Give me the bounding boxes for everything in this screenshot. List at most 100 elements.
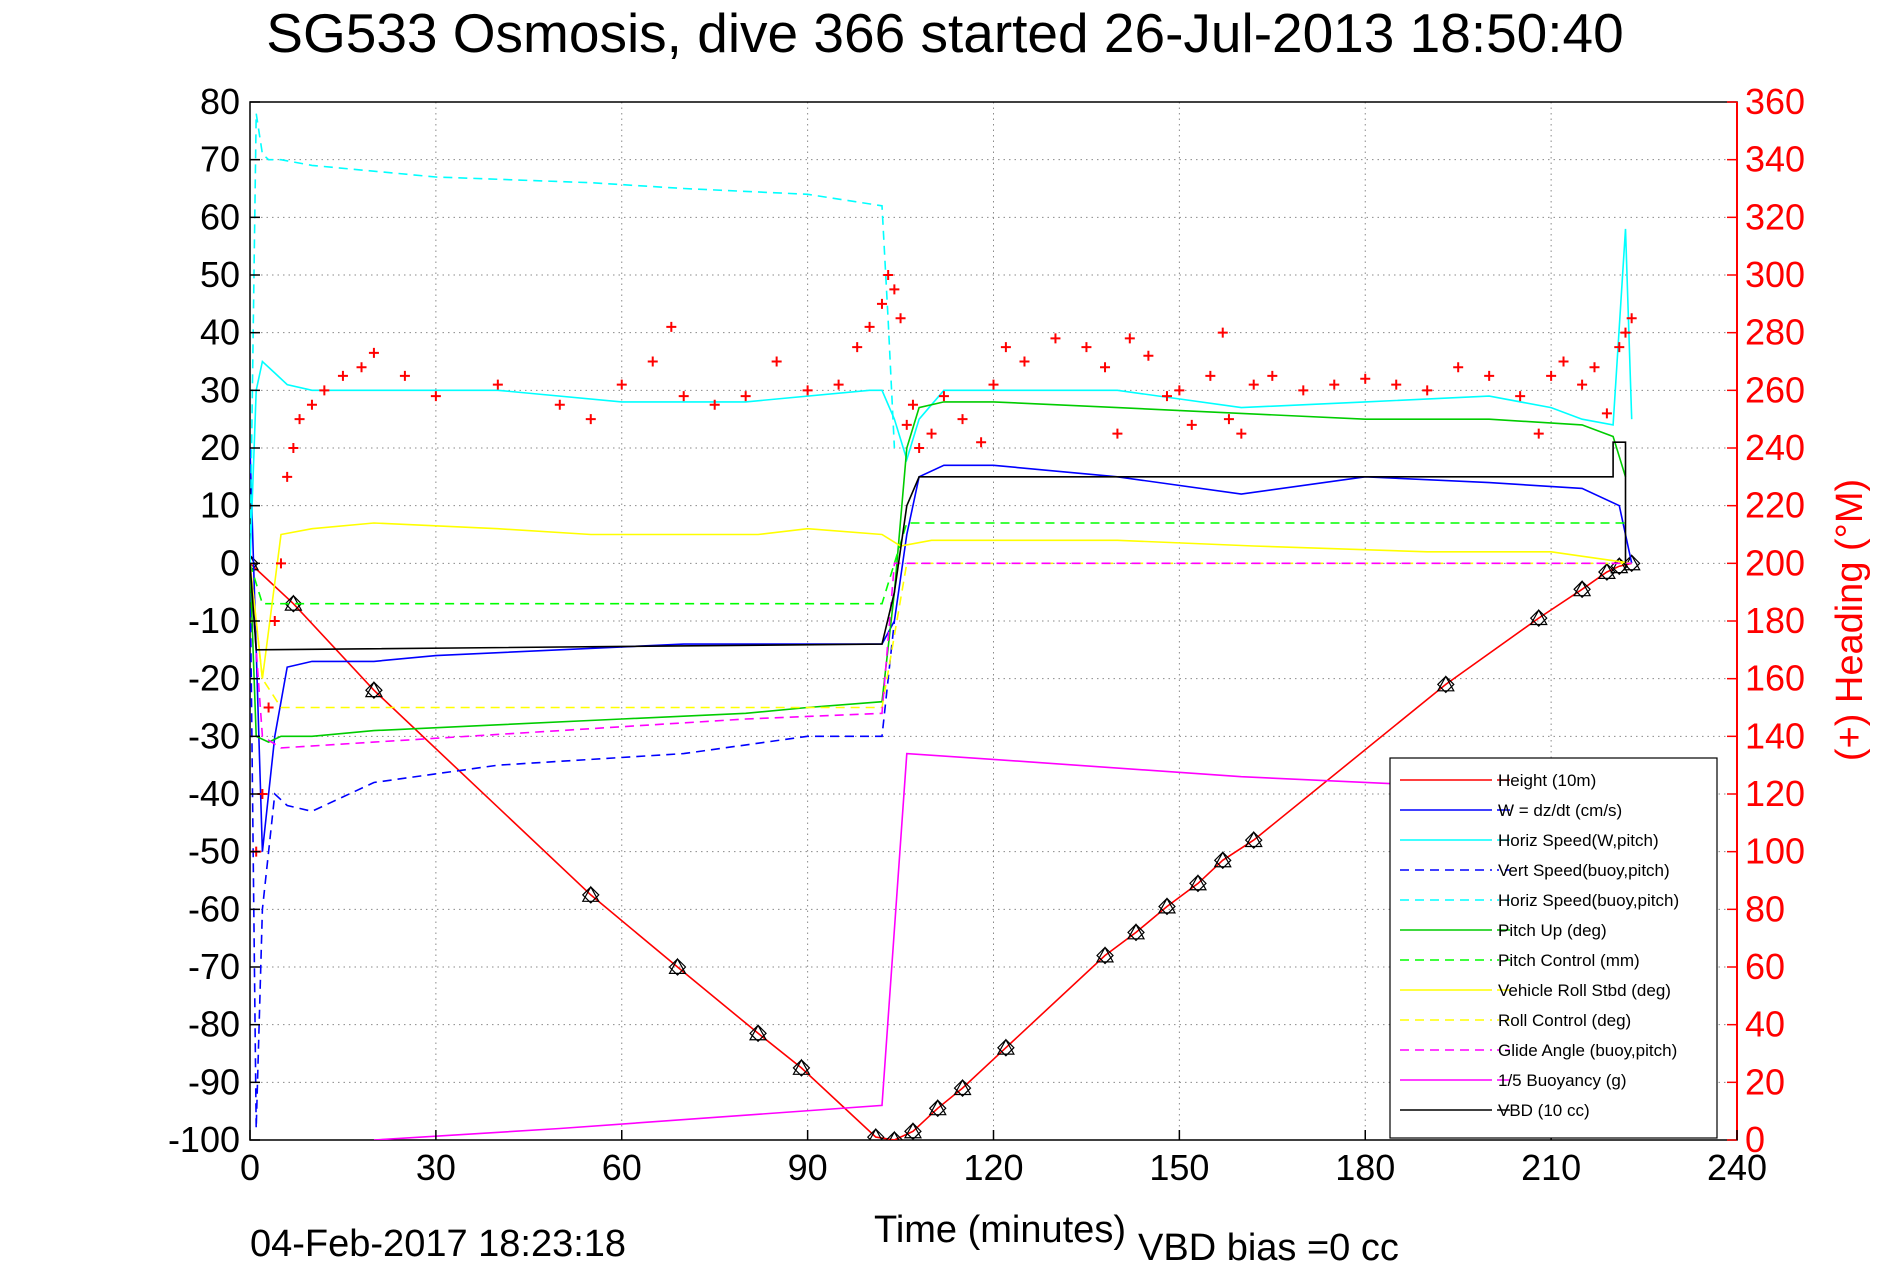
heading-point — [802, 385, 813, 396]
y2-tick-label: 260 — [1745, 369, 1805, 410]
heading-point — [864, 321, 875, 332]
y2-tick-label: 80 — [1745, 888, 1785, 929]
heading-point — [1533, 428, 1544, 439]
footer-timestamp: 04-Feb-2017 18:23:18 — [250, 1223, 626, 1262]
heading-point — [288, 443, 299, 453]
y-tick-label: -20 — [188, 658, 240, 699]
heading-point — [666, 321, 677, 332]
heading-point — [1626, 313, 1637, 324]
legend-gap — [1492, 798, 1497, 822]
heading-point — [740, 391, 751, 402]
x-tick-label: 30 — [416, 1147, 456, 1188]
heading-point — [282, 471, 293, 482]
legend-gap — [1492, 768, 1497, 792]
series-line-8 — [250, 562, 1632, 709]
heading-point — [368, 347, 379, 358]
heading-point — [938, 391, 949, 402]
heading-point — [889, 284, 900, 295]
heading-point — [976, 437, 987, 448]
heading-point — [1100, 362, 1111, 373]
legend-gap — [1492, 1038, 1497, 1062]
y-tick-label: -10 — [188, 600, 240, 641]
legend-gap — [1492, 978, 1497, 1002]
y-tick-label: -40 — [188, 773, 240, 814]
y2-tick-label: 100 — [1745, 831, 1805, 872]
y-tick-label: 40 — [200, 312, 240, 353]
legend-label: Glide Angle (buoy,pitch) — [1498, 1041, 1677, 1060]
right-axis: 3603403203002802602402202001801601401201… — [1727, 81, 1805, 1160]
y2-tick-label: 200 — [1745, 542, 1805, 583]
legend-label: Horiz Speed(W,pitch) — [1498, 831, 1659, 850]
heading-point — [1360, 373, 1371, 384]
x-tick-label: 240 — [1707, 1147, 1767, 1188]
height-marker — [1436, 675, 1455, 694]
x-axis-label: Time (minutes) — [874, 1209, 1126, 1251]
height-markers — [250, 554, 1641, 1140]
heading-point — [907, 399, 918, 410]
heading-point — [1186, 419, 1197, 430]
heading-point — [926, 428, 937, 439]
y-tick-label: -80 — [188, 1004, 240, 1045]
y-tick-label: -90 — [188, 1061, 240, 1102]
heading-point — [1614, 342, 1625, 353]
legend-label: Pitch Up (deg) — [1498, 921, 1607, 940]
heading-point — [1601, 408, 1612, 419]
series-line-6 — [250, 522, 1626, 605]
y-tick-label: 50 — [200, 254, 240, 295]
y2-tick-label: 0 — [1745, 1119, 1765, 1160]
heading-point — [1515, 391, 1526, 402]
y2-tick-label: 280 — [1745, 312, 1805, 353]
y-tick-label: -60 — [188, 888, 240, 929]
heading-point — [1050, 333, 1061, 344]
y2-tick-label: 180 — [1745, 600, 1805, 641]
heading-point — [1267, 370, 1278, 381]
y2-tick-label: 300 — [1745, 254, 1805, 295]
legend-label: Roll Control (deg) — [1498, 1011, 1631, 1030]
series-line-11 — [250, 441, 1627, 651]
heading-point — [883, 270, 894, 280]
heading-point — [1391, 379, 1402, 390]
heading-point — [1236, 428, 1247, 439]
chart-title: SG533 Osmosis, dive 366 started 26-Jul-2… — [266, 2, 1623, 64]
heading-point — [430, 391, 441, 402]
y-tick-label: 70 — [200, 139, 240, 180]
heading-point — [275, 558, 286, 569]
height-marker — [885, 1130, 904, 1140]
heading-point — [306, 399, 317, 410]
heading-point — [1205, 370, 1216, 381]
heading-point — [914, 443, 925, 453]
heading-point — [399, 370, 410, 381]
heading-point — [1422, 385, 1433, 396]
legend-gap — [1492, 1098, 1497, 1122]
height-marker — [1188, 874, 1207, 893]
y2-tick-label: 60 — [1745, 946, 1785, 987]
heading-point — [1589, 362, 1600, 373]
legend-gap — [1492, 858, 1497, 882]
series-layer — [250, 113, 1641, 1140]
heading-point — [1484, 370, 1495, 381]
heading-point — [1577, 379, 1588, 390]
heading-point — [616, 379, 627, 390]
series-line-9 — [250, 562, 1632, 749]
height-marker — [1213, 851, 1232, 870]
series-line-10 — [373, 752, 1490, 1140]
heading-point — [1298, 385, 1309, 396]
heading-point — [852, 342, 863, 353]
heading-point — [1081, 342, 1092, 353]
heading-point — [1620, 327, 1631, 338]
x-tick-label: 90 — [788, 1147, 828, 1188]
y-tick-label: 80 — [200, 81, 240, 122]
heading-point — [1161, 391, 1172, 402]
legend-label: 1/5 Buoyancy (g) — [1498, 1071, 1627, 1090]
legend-label: Height (10m) — [1498, 771, 1596, 790]
height-marker — [1573, 580, 1592, 599]
legend-label: Vehicle Roll Stbd (deg) — [1498, 981, 1671, 1000]
heading-point — [1248, 379, 1259, 390]
heading-point — [585, 414, 596, 425]
series-line-0 — [250, 562, 1632, 1140]
heading-point — [337, 370, 348, 381]
heading-point — [1223, 414, 1234, 425]
y-tick-label: 60 — [200, 196, 240, 237]
heading-point — [356, 362, 367, 373]
